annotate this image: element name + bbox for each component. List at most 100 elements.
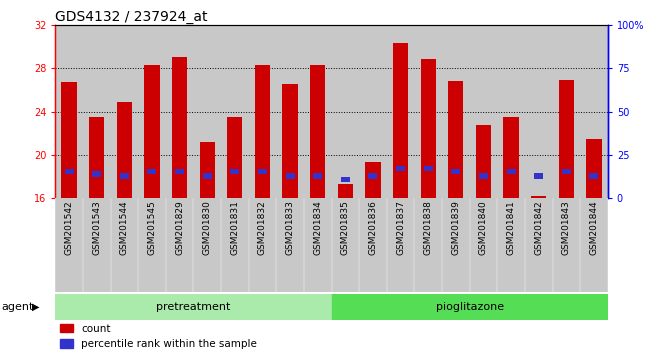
- Bar: [227, 117, 242, 198]
- Bar: [62, 82, 77, 198]
- Text: GSM201545: GSM201545: [148, 200, 157, 255]
- Bar: [479, 173, 488, 179]
- Bar: [534, 173, 543, 179]
- Bar: [310, 65, 325, 198]
- Text: pioglitazone: pioglitazone: [436, 302, 504, 312]
- Bar: [120, 173, 129, 179]
- Text: GSM201834: GSM201834: [313, 200, 322, 255]
- Text: GDS4132 / 237924_at: GDS4132 / 237924_at: [55, 10, 208, 24]
- Bar: [304, 25, 332, 198]
- Text: GSM201830: GSM201830: [203, 200, 212, 255]
- Bar: [332, 294, 608, 320]
- Bar: [451, 169, 460, 175]
- Text: GSM201838: GSM201838: [424, 200, 433, 255]
- Text: GSM201832: GSM201832: [258, 200, 267, 255]
- Bar: [255, 65, 270, 198]
- Bar: [55, 198, 83, 292]
- Bar: [276, 25, 304, 198]
- Bar: [83, 25, 111, 198]
- Bar: [166, 198, 194, 292]
- Bar: [283, 84, 298, 198]
- Bar: [562, 169, 571, 175]
- Bar: [203, 173, 212, 179]
- Bar: [552, 198, 580, 292]
- Bar: [476, 125, 491, 198]
- Bar: [421, 59, 436, 198]
- Text: GSM201844: GSM201844: [590, 200, 599, 255]
- Bar: [200, 142, 214, 198]
- Bar: [580, 25, 608, 198]
- Bar: [359, 198, 387, 292]
- Bar: [117, 102, 132, 198]
- Bar: [111, 198, 138, 292]
- Bar: [415, 25, 442, 198]
- Legend: count, percentile rank within the sample: count, percentile rank within the sample: [60, 324, 257, 349]
- Bar: [92, 171, 101, 177]
- Bar: [172, 57, 187, 198]
- Text: pretreatment: pretreatment: [156, 302, 231, 312]
- Bar: [332, 25, 359, 198]
- Text: GSM201842: GSM201842: [534, 200, 543, 255]
- Bar: [469, 25, 497, 198]
- Bar: [552, 25, 580, 198]
- Text: GSM201836: GSM201836: [369, 200, 378, 255]
- Text: GSM201543: GSM201543: [92, 200, 101, 255]
- Text: GSM201833: GSM201833: [285, 200, 294, 255]
- Bar: [83, 198, 111, 292]
- Bar: [89, 117, 104, 198]
- Bar: [525, 25, 552, 198]
- Bar: [55, 25, 83, 198]
- Bar: [248, 198, 276, 292]
- Bar: [559, 80, 574, 198]
- Text: GSM201839: GSM201839: [451, 200, 460, 255]
- Bar: [248, 25, 276, 198]
- Bar: [111, 25, 138, 198]
- Bar: [580, 198, 608, 292]
- Text: GSM201837: GSM201837: [396, 200, 405, 255]
- Bar: [230, 169, 239, 175]
- Bar: [276, 198, 304, 292]
- Bar: [64, 169, 73, 175]
- Bar: [504, 117, 519, 198]
- Bar: [424, 166, 433, 171]
- Bar: [387, 25, 415, 198]
- Bar: [359, 25, 387, 198]
- Bar: [586, 139, 601, 198]
- Bar: [144, 65, 159, 198]
- Bar: [497, 25, 525, 198]
- Bar: [365, 162, 380, 198]
- Bar: [442, 198, 469, 292]
- Bar: [221, 25, 248, 198]
- Text: GSM201835: GSM201835: [341, 200, 350, 255]
- Text: GSM201840: GSM201840: [479, 200, 488, 255]
- Bar: [497, 198, 525, 292]
- Bar: [442, 25, 469, 198]
- Bar: [415, 198, 442, 292]
- Bar: [285, 173, 294, 179]
- Bar: [313, 173, 322, 179]
- Bar: [194, 198, 221, 292]
- Text: GSM201542: GSM201542: [64, 200, 73, 255]
- Bar: [194, 25, 221, 198]
- Bar: [525, 198, 552, 292]
- Bar: [221, 198, 248, 292]
- Bar: [396, 166, 405, 171]
- Text: GSM201831: GSM201831: [230, 200, 239, 255]
- Bar: [175, 169, 184, 175]
- Bar: [138, 198, 166, 292]
- Bar: [258, 169, 267, 175]
- Text: GSM201841: GSM201841: [506, 200, 515, 255]
- Bar: [448, 81, 463, 198]
- Bar: [138, 25, 166, 198]
- Text: GSM201544: GSM201544: [120, 200, 129, 255]
- Text: GSM201829: GSM201829: [175, 200, 184, 255]
- Text: agent: agent: [1, 302, 34, 312]
- Bar: [387, 198, 415, 292]
- Bar: [393, 43, 408, 198]
- Bar: [166, 25, 194, 198]
- Bar: [469, 198, 497, 292]
- Bar: [332, 198, 359, 292]
- Bar: [369, 173, 378, 179]
- Bar: [148, 169, 157, 175]
- Bar: [506, 169, 515, 175]
